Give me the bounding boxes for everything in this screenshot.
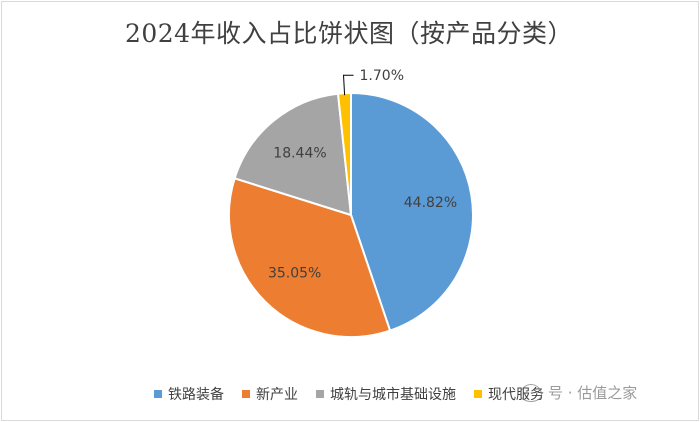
leader-lines xyxy=(342,74,354,96)
legend-item-0: 铁路装备 xyxy=(154,384,224,404)
legend-label: 城轨与城市基础设施 xyxy=(330,387,456,403)
data-label-3: 1.70% xyxy=(360,68,404,84)
wechat-icon xyxy=(520,383,542,402)
legend-label: 铁路装备 xyxy=(168,387,224,403)
watermark: 号 · 估值之家 xyxy=(520,382,637,403)
data-label-1: 35.05% xyxy=(268,266,321,282)
legend-label: 新产业 xyxy=(256,387,298,403)
pie-slices xyxy=(228,91,474,338)
chart-title: 2024年收入占比饼状图（按产品分类） xyxy=(124,19,574,48)
legend-item-2: 城轨与城市基础设施 xyxy=(316,384,456,404)
legend-item-1: 新产业 xyxy=(242,384,298,404)
pie-slice-2 xyxy=(233,92,353,217)
legend-swatch xyxy=(154,390,162,398)
data-label-0: 44.82% xyxy=(404,195,457,211)
legend-swatch xyxy=(316,390,324,398)
pie-slice-1 xyxy=(228,177,392,338)
leader-line-3 xyxy=(342,74,354,96)
legend-swatch xyxy=(474,390,482,398)
pie-slice-0 xyxy=(350,91,474,332)
data-label-2: 18.44% xyxy=(273,146,326,162)
watermark-text: 号 · 估值之家 xyxy=(548,384,638,402)
data-labels: 44.82% 35.05% 18.44% 1.70% xyxy=(268,68,457,281)
legend-swatch xyxy=(242,390,250,398)
